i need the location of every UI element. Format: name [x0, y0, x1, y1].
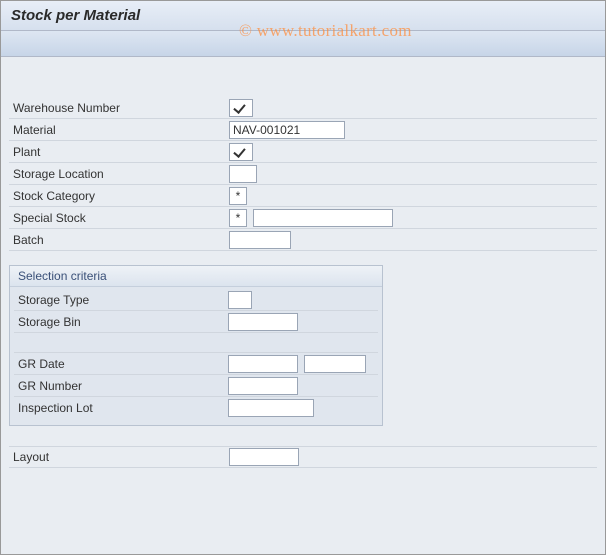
form-content: Warehouse Number Material Plant Storage … [1, 57, 605, 554]
label-storage-bin: Storage Bin [14, 315, 228, 329]
input-storage-bin[interactable] [228, 313, 298, 331]
input-storage-location[interactable] [229, 165, 257, 183]
row-gr-date: GR Date [14, 353, 378, 375]
required-check-icon[interactable] [229, 143, 253, 161]
row-layout: Layout [9, 446, 597, 468]
row-material: Material [9, 119, 597, 141]
input-material[interactable] [229, 121, 345, 139]
input-layout[interactable] [229, 448, 299, 466]
input-batch[interactable] [229, 231, 291, 249]
group-title-selection-criteria: Selection criteria [10, 266, 382, 287]
row-stock-category: Stock Category [9, 185, 597, 207]
spacer-row [14, 333, 378, 353]
row-storage-type: Storage Type [14, 289, 378, 311]
input-special-stock-desc[interactable] [253, 209, 393, 227]
row-inspection-lot: Inspection Lot [14, 397, 378, 419]
label-plant: Plant [9, 145, 229, 159]
page-title: Stock per Material [11, 7, 595, 24]
row-special-stock: Special Stock [9, 207, 597, 229]
window-header: Stock per Material [1, 1, 605, 31]
required-check-icon[interactable] [229, 99, 253, 117]
label-stock-category: Stock Category [9, 189, 229, 203]
label-storage-location: Storage Location [9, 167, 229, 181]
label-material: Material [9, 123, 229, 137]
input-gr-date-from[interactable] [228, 355, 298, 373]
input-special-stock-code[interactable] [229, 209, 247, 227]
input-storage-type[interactable] [228, 291, 252, 309]
input-stock-category[interactable] [229, 187, 247, 205]
toolbar-area [1, 31, 605, 57]
input-gr-number[interactable] [228, 377, 298, 395]
row-batch: Batch [9, 229, 597, 251]
label-gr-date: GR Date [14, 357, 228, 371]
label-storage-type: Storage Type [14, 293, 228, 307]
label-warehouse-number: Warehouse Number [9, 101, 229, 115]
label-gr-number: GR Number [14, 379, 228, 393]
input-inspection-lot[interactable] [228, 399, 314, 417]
row-plant: Plant [9, 141, 597, 163]
row-storage-location: Storage Location [9, 163, 597, 185]
input-gr-date-to[interactable] [304, 355, 366, 373]
label-batch: Batch [9, 233, 229, 247]
row-gr-number: GR Number [14, 375, 378, 397]
label-layout: Layout [9, 450, 229, 464]
label-inspection-lot: Inspection Lot [14, 401, 228, 415]
group-selection-criteria: Selection criteria Storage Type Storage … [9, 265, 383, 426]
row-storage-bin: Storage Bin [14, 311, 378, 333]
row-warehouse-number: Warehouse Number [9, 97, 597, 119]
label-special-stock: Special Stock [9, 211, 229, 225]
